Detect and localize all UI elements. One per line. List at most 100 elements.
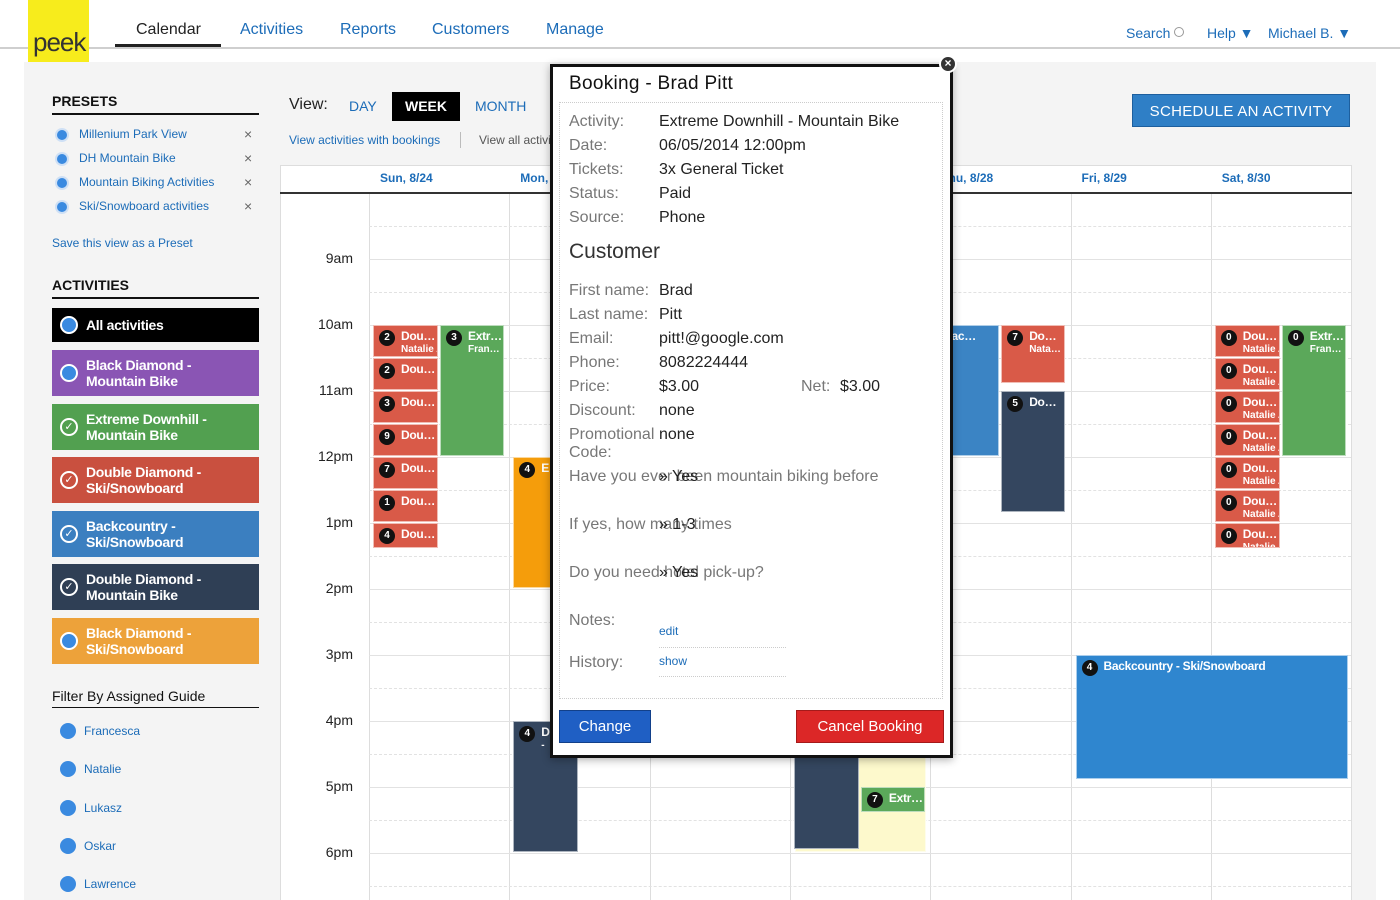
- customer-label: Promotional Code:: [569, 426, 655, 461]
- guide-dot[interactable]: [60, 837, 76, 854]
- activity-label: Double Diamond - Ski/Snowboard: [86, 464, 201, 496]
- calendar-event[interactable]: 0 Extr… Fran…: [1281, 325, 1346, 456]
- calendar-event[interactable]: 0 Dou…Natalie A: [1214, 523, 1280, 549]
- section-rule: [52, 113, 259, 115]
- logo-text[interactable]: peek: [33, 27, 86, 57]
- calendar-event[interactable]: 0 Dou…Natalie A: [1214, 358, 1280, 390]
- event-title: Dou…: [1242, 527, 1277, 541]
- nav-tab[interactable]: Calendar: [136, 21, 201, 38]
- calendar-event[interactable]: 0 Dou…Natalie A: [1214, 325, 1280, 357]
- customer-value: none: [659, 426, 695, 443]
- guide-dot[interactable]: [60, 761, 76, 778]
- calendar-event[interactable]: 1 Dou…: [373, 490, 438, 522]
- schedule-button[interactable]: SCHEDULE AN ACTIVITY: [1132, 94, 1350, 127]
- notes-edit[interactable]: edit: [659, 624, 679, 638]
- calendar-event[interactable]: [793, 754, 859, 849]
- cancel-booking-button[interactable]: Cancel Booking: [796, 710, 944, 743]
- activity-filter[interactable]: ✓ Double Diamond - Mountain Bike: [52, 564, 259, 610]
- day-header[interactable]: Fri, 8/29: [1081, 171, 1127, 185]
- calendar-event[interactable]: 7 Extr…: [860, 787, 925, 813]
- logo[interactable]: [28, 0, 89, 62]
- preset-remove[interactable]: ×: [244, 198, 253, 214]
- modal-inner-border: [559, 102, 943, 699]
- guide-filter-title: Filter By Assigned Guide: [52, 688, 206, 704]
- notes-rule: [659, 647, 786, 648]
- search-link[interactable]: Search: [1126, 25, 1171, 41]
- preset-remove[interactable]: ×: [244, 174, 253, 190]
- calendar-event[interactable]: 4 Backcountry - Ski/Snowboard: [1075, 655, 1348, 780]
- event-badge: 0: [1220, 495, 1237, 511]
- filter-link[interactable]: View all activi: [479, 133, 551, 147]
- event-badge: 7: [379, 462, 395, 478]
- save-preset-link[interactable]: Save this view as a Preset: [52, 236, 193, 250]
- section-heading: Customer: [569, 240, 661, 263]
- event-title: Dou…: [401, 395, 436, 409]
- guide-dot[interactable]: [60, 723, 76, 739]
- view-option[interactable]: DAY: [349, 98, 377, 114]
- preset-dot: [55, 128, 69, 142]
- day-header[interactable]: Thu, 8/28: [941, 171, 994, 185]
- preset-link[interactable]: Mountain Biking Activities: [79, 175, 215, 189]
- event-badge: 5: [1007, 396, 1024, 412]
- nav-tab[interactable]: Manage: [546, 21, 604, 38]
- activity-filter[interactable]: Black Diamond - Mountain Bike: [52, 350, 259, 396]
- preset-link[interactable]: DH Mountain Bike: [79, 151, 176, 165]
- activity-check: ✓: [60, 578, 78, 596]
- history-label: History:: [569, 654, 624, 671]
- view-option[interactable]: MONTH: [475, 98, 527, 114]
- guide-link[interactable]: Oskar: [84, 838, 117, 853]
- user-link[interactable]: Michael B. ▼: [1268, 25, 1352, 41]
- activity-filter[interactable]: ✓ Backcountry - Ski/Snowboard: [52, 511, 259, 557]
- calendar-event[interactable]: 2 Dou…: [373, 358, 438, 390]
- calendar-event[interactable]: 5 Do…: [1001, 391, 1066, 513]
- hour-label: 9am: [325, 250, 353, 266]
- calendar-event[interactable]: 0 Dou…Natalie A: [1214, 391, 1280, 423]
- guide-dot[interactable]: [60, 876, 76, 893]
- day-header[interactable]: Sat, 8/30: [1221, 171, 1271, 185]
- calendar-event[interactable]: 3 Extr… Fran…: [440, 325, 504, 456]
- preset-remove[interactable]: ×: [244, 150, 253, 166]
- nav-tab[interactable]: Activities: [240, 21, 304, 38]
- calendar-event[interactable]: 0 Dou…Natalie A: [1214, 424, 1280, 456]
- guide-link[interactable]: Lukasz: [84, 800, 123, 815]
- modal-close[interactable]: ×: [939, 55, 957, 73]
- history-show[interactable]: show: [659, 654, 688, 668]
- activity-filter[interactable]: All activities: [52, 308, 259, 342]
- customer-value: Pitt: [659, 306, 683, 323]
- calendar-event[interactable]: 4 Dou…: [373, 523, 438, 549]
- detail-label: Date:: [569, 137, 608, 154]
- event-title: Extr…: [468, 329, 502, 343]
- calendar-event[interactable]: 0 Dou…Natalie A: [1214, 457, 1280, 489]
- activity-filter[interactable]: ✓ Double Diamond - Ski/Snowboard: [52, 457, 259, 503]
- event-title: Dou…: [401, 428, 436, 442]
- search-icon[interactable]: [1174, 27, 1184, 37]
- change-button[interactable]: Change: [559, 710, 651, 743]
- activity-filter[interactable]: ✓ Extreme Downhill - Mountain Bike: [52, 404, 259, 450]
- preset-dot: [55, 152, 69, 166]
- calendar-event[interactable]: 3 Dou…: [373, 391, 438, 423]
- filter-link[interactable]: View activities with bookings: [289, 133, 441, 147]
- calendar-event[interactable]: 7 Dou…: [373, 457, 438, 489]
- calendar-event[interactable]: 7 Do… Nata…: [1001, 325, 1066, 384]
- calendar-event[interactable]: 2 Dou…Natalie A: [373, 325, 438, 357]
- event-badge: 2: [379, 330, 395, 346]
- guide-link[interactable]: Francesca: [84, 724, 141, 738]
- view-option-active[interactable]: WEEK: [392, 92, 460, 121]
- nav-tab[interactable]: Reports: [340, 21, 397, 38]
- guide-link[interactable]: Lawrence: [84, 877, 137, 892]
- guide-dot[interactable]: [60, 799, 76, 816]
- event-badge: 2: [379, 363, 395, 379]
- preset-remove[interactable]: ×: [244, 126, 253, 142]
- hour-label: 12pm: [317, 448, 353, 464]
- activity-label: Black Diamond - Ski/Snowboard: [86, 625, 192, 657]
- guide-link[interactable]: Natalie: [84, 762, 122, 777]
- calendar-event[interactable]: 9 Dou…: [373, 424, 438, 456]
- activity-check: ✓: [60, 525, 78, 543]
- nav-tab[interactable]: Customers: [432, 21, 510, 38]
- help-link[interactable]: Help ▼: [1207, 25, 1254, 41]
- preset-link[interactable]: Ski/Snowboard activities: [79, 199, 210, 213]
- day-header[interactable]: Sun, 8/24: [380, 171, 433, 185]
- calendar-event[interactable]: 0 Dou…Natalie A: [1214, 490, 1280, 522]
- preset-link[interactable]: Millenium Park View: [79, 127, 187, 141]
- activity-filter[interactable]: Black Diamond - Ski/Snowboard: [52, 618, 259, 664]
